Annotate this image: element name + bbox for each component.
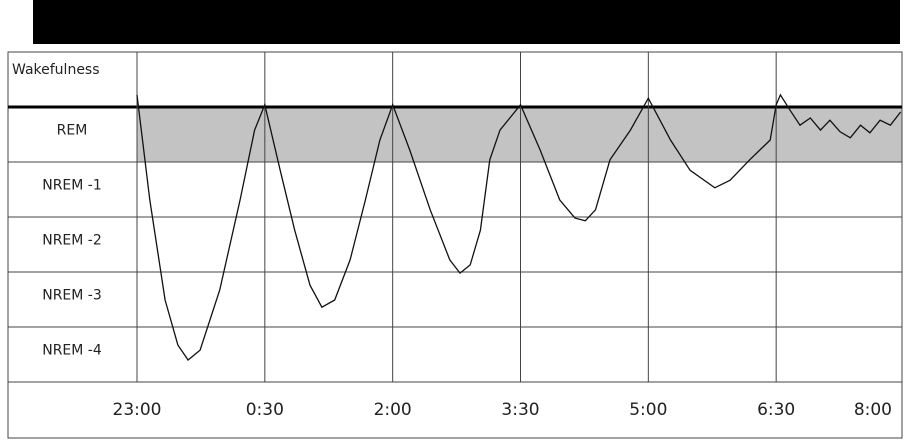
- x-tick-label: 23:00: [113, 400, 162, 420]
- redaction-bar: [33, 0, 900, 44]
- x-tick-label: 8:00: [854, 400, 892, 420]
- x-tick-label: 6:30: [757, 400, 795, 420]
- x-tick-label: 5:00: [629, 400, 667, 420]
- stage-label: NREM -2: [42, 233, 102, 249]
- stage-label: NREM -3: [42, 288, 102, 304]
- stage-label: Wakefulness: [12, 62, 100, 78]
- frame: [7, 51, 903, 439]
- x-tick-label: 3:30: [501, 400, 539, 420]
- stage-label: NREM -1: [42, 178, 102, 194]
- sleep-curve: [136, 93, 902, 361]
- rem-band: [137, 107, 902, 162]
- stage-label: REM: [57, 123, 88, 139]
- stage-label: NREM -4: [42, 343, 102, 359]
- x-tick-label: 2:00: [374, 400, 412, 420]
- x-tick-label: 0:30: [246, 400, 284, 420]
